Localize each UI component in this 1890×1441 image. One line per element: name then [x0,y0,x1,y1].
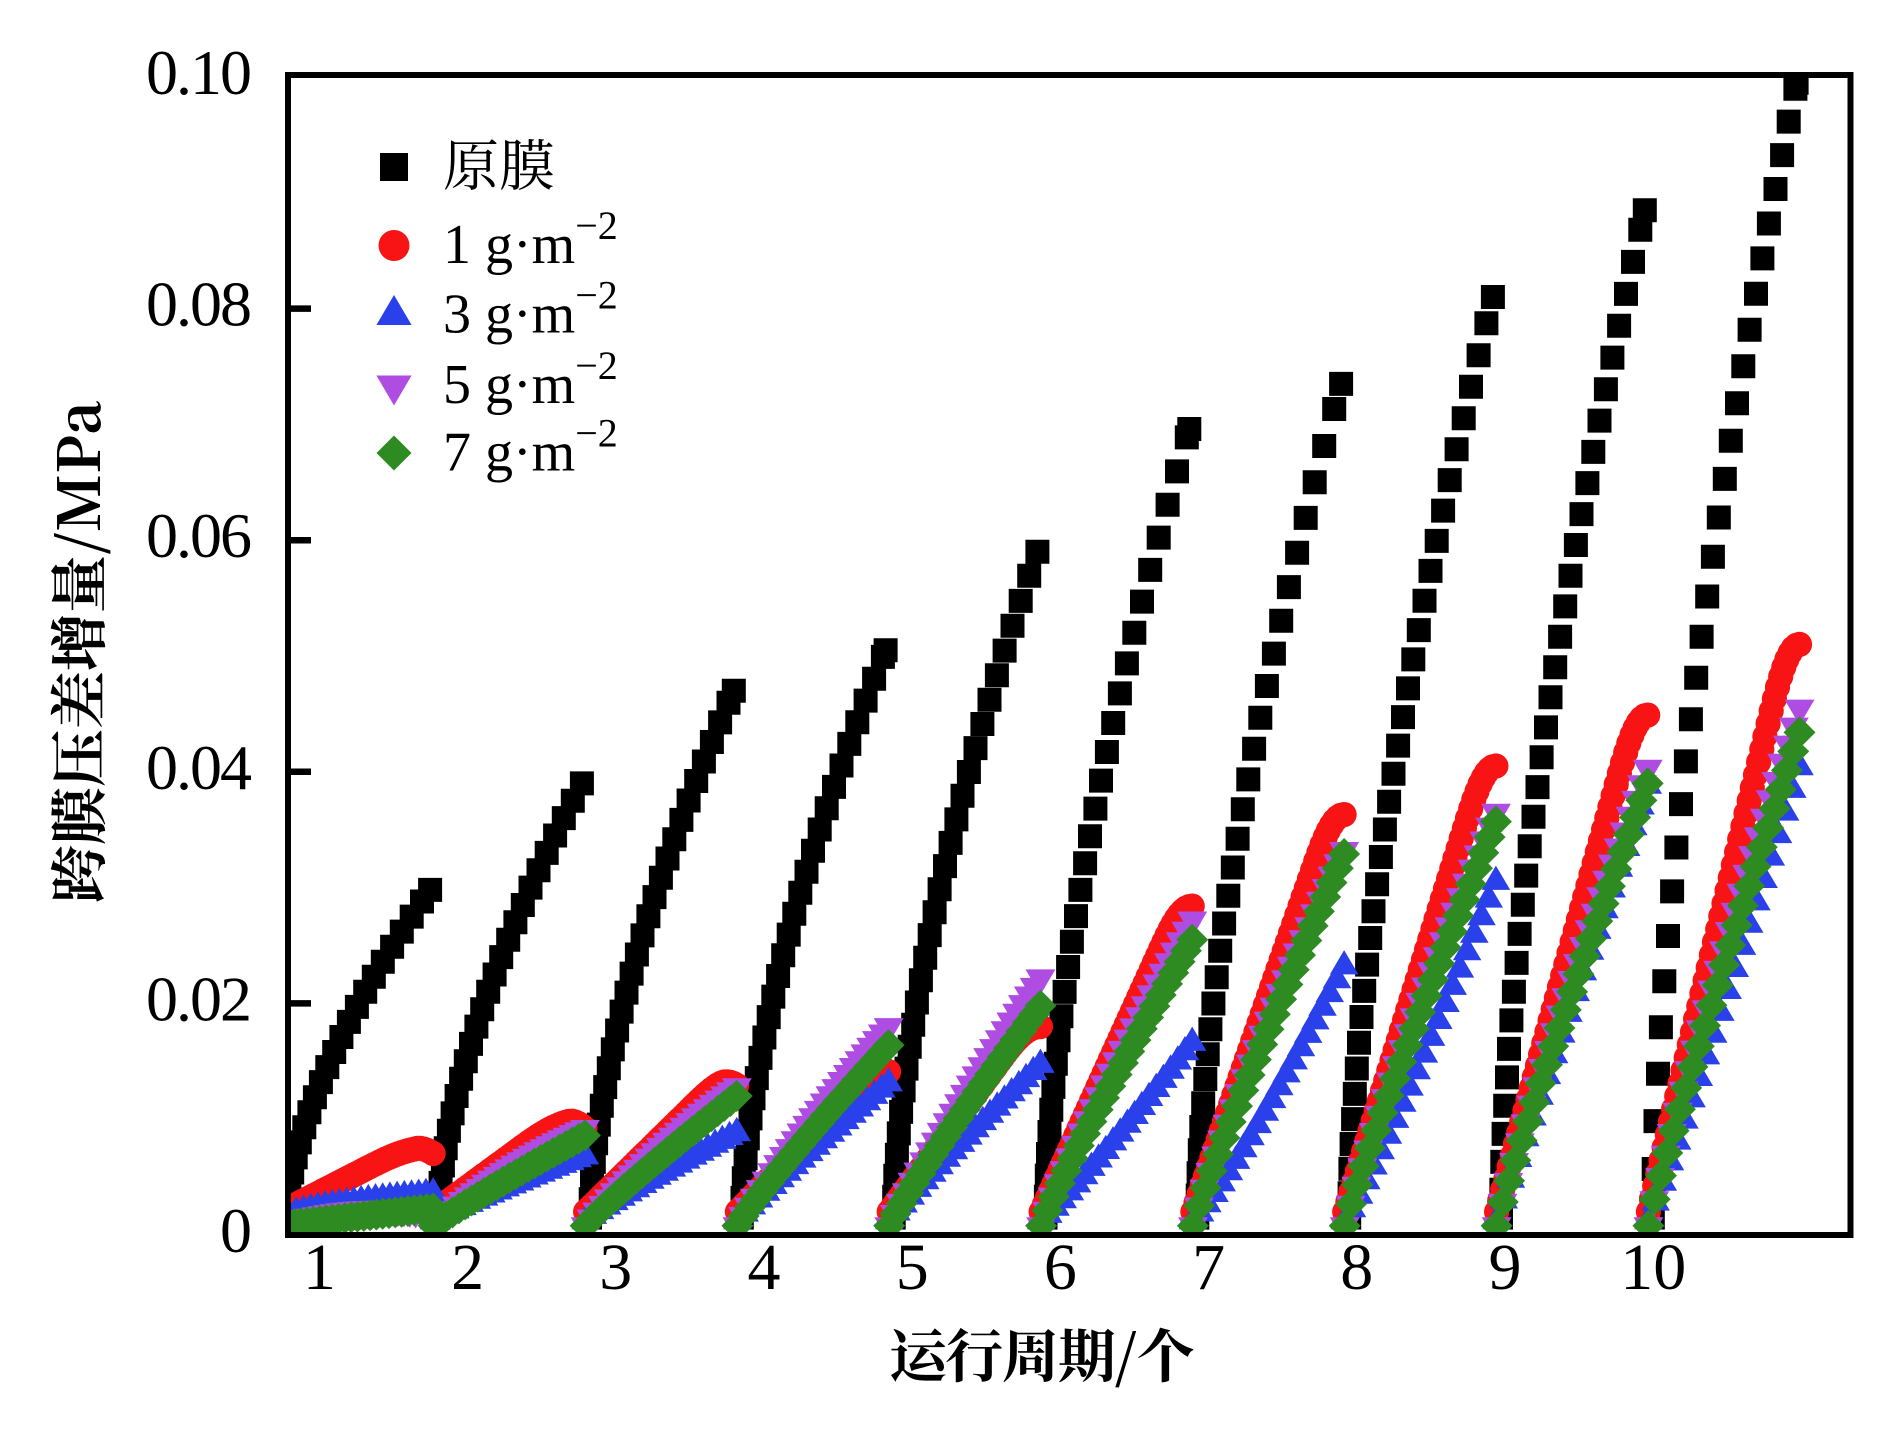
svg-text:0: 0 [220,1195,250,1266]
svg-text:5: 5 [896,1231,929,1304]
svg-text:10: 10 [1620,1231,1686,1304]
svg-text:1: 1 [303,1231,336,1304]
svg-text:6: 6 [1044,1231,1077,1304]
svg-text:3: 3 [599,1231,632,1304]
svg-text:4: 4 [748,1231,781,1304]
svg-text:7 g·m−2: 7 g·m−2 [443,411,618,484]
svg-text:0.06: 0.06 [146,500,251,571]
svg-text:7: 7 [1192,1231,1225,1304]
svg-text:8: 8 [1340,1231,1373,1304]
svg-text:9: 9 [1489,1231,1522,1304]
svg-text:0.04: 0.04 [146,732,251,803]
svg-text:0.02: 0.02 [146,963,250,1034]
svg-text:2: 2 [451,1231,484,1304]
svg-text:0.08: 0.08 [146,269,250,340]
svg-text:0.10: 0.10 [146,37,250,108]
